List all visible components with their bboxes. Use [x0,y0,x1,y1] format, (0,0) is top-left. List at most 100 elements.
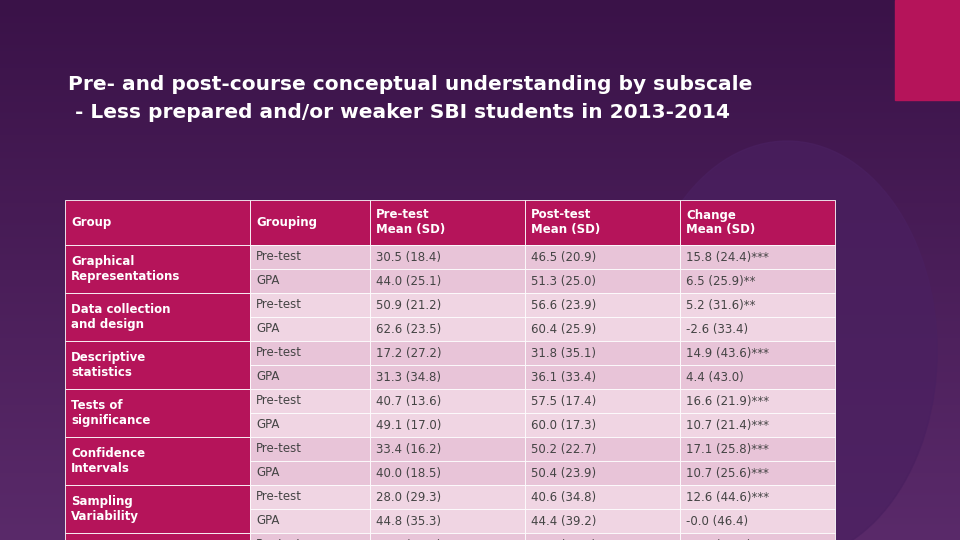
Bar [370,365,525,389]
Bar [525,509,680,533]
Bar [250,413,370,437]
Text: Change
Mean (SD): Change Mean (SD) [686,208,756,237]
Bar [370,437,525,461]
Text: 33.4 (16.2): 33.4 (16.2) [376,442,442,456]
Bar [525,293,680,317]
Bar [370,509,525,533]
Text: 28.0 (29.3): 28.0 (29.3) [376,490,442,503]
Text: -0.0 (46.4): -0.0 (46.4) [686,515,748,528]
Bar [250,509,370,533]
Bar [895,0,960,100]
Bar [370,341,525,365]
Bar [525,317,680,341]
Bar [65,245,250,293]
Text: 40.6 (34.8): 40.6 (34.8) [531,490,596,503]
Text: Confidence
Intervals: Confidence Intervals [71,447,145,475]
Bar [370,413,525,437]
Bar [680,365,835,389]
Text: 38.7 (34.9): 38.7 (34.9) [531,538,596,540]
Text: 62.6 (23.5): 62.6 (23.5) [376,322,442,335]
Text: Pre-test: Pre-test [256,538,302,540]
Text: 31.8 (35.1): 31.8 (35.1) [531,347,596,360]
Text: Group: Group [71,216,111,229]
Text: Pre-test: Pre-test [256,251,302,264]
Bar [680,245,835,269]
Bar [525,245,680,269]
Bar [525,485,680,509]
Bar [525,341,680,365]
Bar [65,341,250,389]
Bar [65,485,250,533]
Text: GPA: GPA [256,515,279,528]
Bar [680,485,835,509]
Text: 56.6 (23.9): 56.6 (23.9) [531,299,596,312]
Bar [65,437,250,485]
Bar [65,389,250,437]
Bar [680,269,835,293]
Text: GPA: GPA [256,418,279,431]
Bar [680,509,835,533]
Bar [370,245,525,269]
Text: 36.1 (33.4): 36.1 (33.4) [531,370,596,383]
Text: 60.0 (17.3): 60.0 (17.3) [531,418,596,431]
Bar [680,389,835,413]
Bar [250,245,370,269]
Bar [370,389,525,413]
Bar [250,533,370,540]
Text: 17.1 (25.8)***: 17.1 (25.8)*** [686,442,769,456]
Bar [370,317,525,341]
Text: Pre-test: Pre-test [256,490,302,503]
Text: Sampling
Variability: Sampling Variability [71,495,139,523]
Text: 14.9 (43.6)***: 14.9 (43.6)*** [686,347,769,360]
Text: 17.2 (27.2): 17.2 (27.2) [376,347,442,360]
Bar [525,437,680,461]
Text: Pre- and post-course conceptual understanding by subscale: Pre- and post-course conceptual understa… [68,75,753,94]
Text: 50.4 (23.9): 50.4 (23.9) [531,467,596,480]
Bar [250,389,370,413]
Text: GPA: GPA [256,322,279,335]
Text: 15.8 (24.4)***: 15.8 (24.4)*** [686,251,769,264]
Text: -2.6 (33.4): -2.6 (33.4) [686,322,748,335]
Text: 30.5 (18.4): 30.5 (18.4) [376,251,441,264]
Bar [370,485,525,509]
Bar [250,437,370,461]
Bar [370,461,525,485]
Bar [680,413,835,437]
Text: 4.4 (43.0): 4.4 (43.0) [686,370,744,383]
Text: Data collection
and design: Data collection and design [71,303,171,331]
Bar [525,200,680,245]
Bar [370,200,525,245]
Bar [250,485,370,509]
Text: 19.9 (28.4): 19.9 (28.4) [376,538,442,540]
Bar [370,533,525,540]
Bar [250,200,370,245]
Text: 44.4 (39.2): 44.4 (39.2) [531,515,596,528]
Bar [680,317,835,341]
Text: 60.4 (25.9): 60.4 (25.9) [531,322,596,335]
Text: 16.6 (21.9)***: 16.6 (21.9)*** [686,395,769,408]
Text: GPA: GPA [256,467,279,480]
Text: Descriptive
statistics: Descriptive statistics [71,351,146,379]
Text: Graphical
Representations: Graphical Representations [71,255,180,283]
Bar [65,533,250,540]
Text: Pre-test: Pre-test [256,395,302,408]
Bar [680,461,835,485]
Text: 44.0 (25.1): 44.0 (25.1) [376,274,442,287]
Text: 5.2 (31.6)**: 5.2 (31.6)** [686,299,756,312]
Text: 51.3 (25.0): 51.3 (25.0) [531,274,596,287]
Text: Pre-test: Pre-test [256,442,302,456]
Text: Post-test
Mean (SD): Post-test Mean (SD) [531,208,600,237]
Text: 50.2 (22.7): 50.2 (22.7) [531,442,596,456]
Text: GPA: GPA [256,274,279,287]
Bar [525,413,680,437]
Bar [65,200,250,245]
Text: 50.9 (21.2): 50.9 (21.2) [376,299,442,312]
Bar [65,293,250,341]
Text: 40.7 (13.6): 40.7 (13.6) [376,395,442,408]
Bar [525,389,680,413]
Text: 6.5 (25.9)**: 6.5 (25.9)** [686,274,756,287]
Text: Grouping: Grouping [256,216,317,229]
Bar [250,269,370,293]
Text: 12.6 (44.6)***: 12.6 (44.6)*** [686,490,769,503]
Ellipse shape [637,141,937,540]
